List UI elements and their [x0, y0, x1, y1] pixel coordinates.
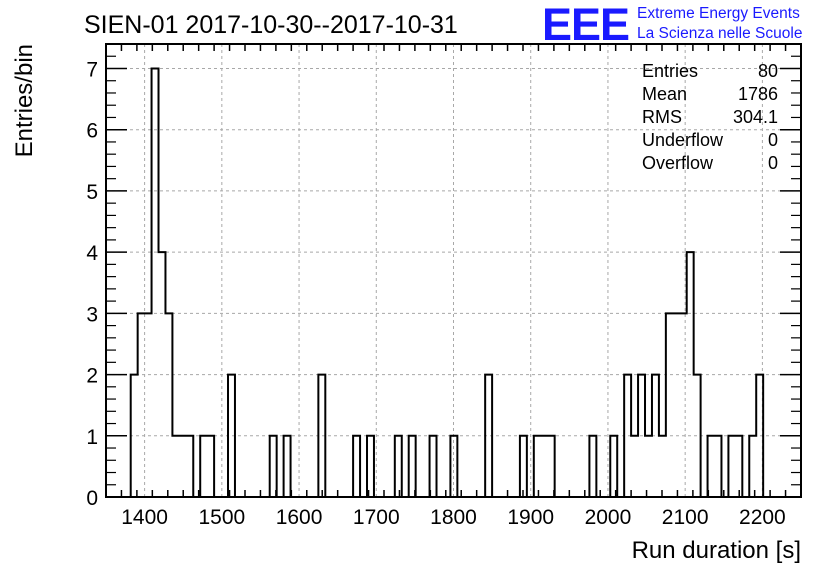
stat-value: 80 [758, 61, 778, 81]
stat-label: Mean [642, 84, 687, 104]
x-tick-label: 1600 [276, 506, 323, 529]
stat-label: Entries [642, 61, 698, 81]
stat-label: Underflow [642, 130, 724, 150]
tick-labels: 1400 1500 1600 1700 1800 1900 2000 2100 2200 0 1 2 3… [86, 58, 785, 529]
histogram-outline [129, 67, 765, 497]
stat-value: 0 [768, 153, 778, 173]
logo-line-1: Extreme Energy Events [637, 5, 800, 22]
x-tick-label: 2000 [585, 506, 632, 529]
axis-ticks [105, 44, 802, 498]
x-tick-label: 1400 [121, 506, 168, 529]
stat-value: 0 [768, 130, 778, 150]
y-tick-label: 7 [86, 58, 98, 81]
x-tick-label: 2200 [739, 506, 786, 529]
y-tick-label: 2 [86, 365, 98, 388]
plot-frame [105, 43, 802, 498]
grid-lines [106, 44, 801, 497]
y-tick-label: 6 [86, 120, 98, 143]
x-tick-label: 1800 [430, 506, 477, 529]
eee-logo: EEE Extreme Energy Events La Scienza nel… [542, 0, 802, 50]
y-tick-label: 3 [86, 303, 98, 326]
y-tick-label: 1 [86, 426, 98, 449]
chart-title: SIEN-01 2017-10-30--2017-10-31 [84, 11, 458, 39]
x-tick-label: 2100 [662, 506, 709, 529]
x-tick-label: 1500 [198, 506, 245, 529]
stat-label: RMS [642, 107, 682, 127]
logo-mark: EEE [542, 0, 629, 50]
logo-line-2: La Scienza nelle Scuole [637, 25, 802, 42]
x-tick-label: 1700 [353, 506, 400, 529]
stats-box: Entries 80 Mean 1786 RMS 304.1 Underflow 0 Overf… [642, 61, 778, 173]
y-tick-label: 0 [86, 487, 98, 510]
x-axis-label: Run duration [s] [632, 537, 801, 564]
y-tick-label: 5 [86, 181, 98, 204]
stat-value: 304.1 [733, 107, 778, 127]
y-tick-label: 4 [86, 242, 98, 265]
y-axis-label: Entries/bin [11, 44, 38, 157]
stat-value: 1786 [738, 84, 778, 104]
x-tick-label: 1900 [507, 506, 554, 529]
histogram-bins [129, 67, 765, 497]
stat-label: Overflow [642, 153, 714, 173]
